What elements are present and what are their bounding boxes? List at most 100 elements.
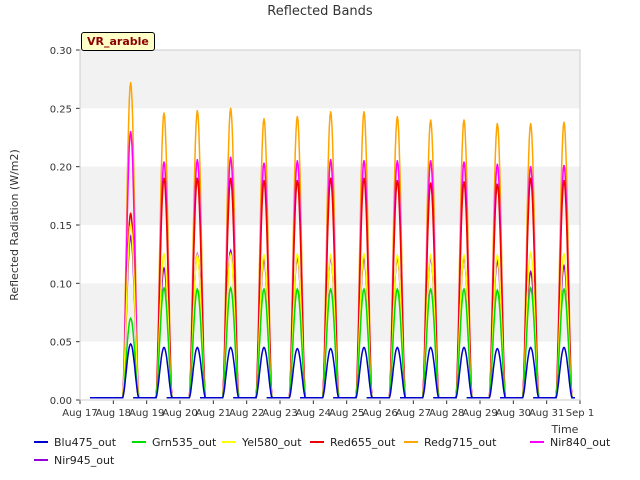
x-tick-label: Aug 24 xyxy=(296,408,331,419)
series-peak-point xyxy=(429,119,432,121)
series-peak-point xyxy=(529,122,532,125)
y-tick-label: 0.20 xyxy=(50,163,72,174)
series-peak-point xyxy=(396,346,399,349)
legend-label: Red655_out xyxy=(330,436,396,449)
series-peak-point xyxy=(329,111,332,113)
series-peak-point xyxy=(229,346,232,349)
legend-item-nir945_out: Nir945_out xyxy=(34,454,114,470)
series-peak-point xyxy=(163,346,165,349)
series-peak-point xyxy=(396,179,399,182)
series-peak-point xyxy=(496,183,499,185)
series-peak-point xyxy=(563,265,565,267)
series-peak-point xyxy=(329,158,332,161)
series-peak-point xyxy=(563,346,565,349)
series-peak-point xyxy=(163,267,165,270)
legend-item-blu475_out: Blu475_out xyxy=(34,436,116,452)
x-tick-label: Aug 28 xyxy=(429,408,464,419)
series-peak-point xyxy=(229,177,232,180)
legend-swatch xyxy=(222,441,236,443)
legend-label: Blu475_out xyxy=(54,436,117,449)
series-peak-point xyxy=(129,235,132,238)
series-peak-point xyxy=(363,160,365,162)
series-peak-point xyxy=(263,254,265,257)
series-peak-point xyxy=(463,254,465,257)
series-peak-point xyxy=(163,177,165,180)
series-peak-point xyxy=(263,346,265,349)
series-peak-point xyxy=(196,177,199,180)
series-peak-point xyxy=(129,81,132,84)
legend-item-nir840_out: Nir840_out xyxy=(530,436,610,452)
series-peak-point xyxy=(529,177,532,180)
series-peak-point xyxy=(296,179,299,182)
series-peak-point xyxy=(263,288,265,291)
series-peak-point xyxy=(496,254,499,257)
series-peak-point xyxy=(129,212,132,215)
x-tick-label: Aug 19 xyxy=(129,408,164,419)
series-peak-point xyxy=(396,288,399,291)
series-peak-point xyxy=(196,346,199,349)
station-badge: VR_arable xyxy=(81,32,155,51)
legend: Blu475_out Grn535_out Yel580_out Red655_out… xyxy=(34,436,634,476)
legend-swatch xyxy=(310,441,324,443)
series-peak-point xyxy=(563,253,565,255)
series-peak-point xyxy=(363,253,365,255)
series-peak-point xyxy=(463,181,465,183)
legend-swatch xyxy=(34,441,48,443)
series-peak-point xyxy=(563,179,565,182)
legend-item-yel580_out: Yel580_out xyxy=(222,436,302,452)
series-peak-point xyxy=(529,287,532,289)
legend-label: Nir840_out xyxy=(550,436,611,449)
x-tick-label: Aug 18 xyxy=(96,408,131,419)
series-peak-point xyxy=(196,158,199,161)
y-axis-ticks: 0.00 0.05 0.10 0.15 0.20 0.25 0.30 xyxy=(50,46,80,407)
series-peak-point xyxy=(463,119,465,121)
series-peak-point xyxy=(229,287,232,289)
series-layer xyxy=(90,81,575,399)
y-tick-label: 0.05 xyxy=(50,338,72,349)
series-peak-point xyxy=(429,182,432,184)
grid-band xyxy=(80,50,580,109)
x-tick-label: Aug 26 xyxy=(362,408,397,419)
y-axis-label: Reflected Radiation (W/m2) xyxy=(8,149,21,301)
series-peak-point xyxy=(529,252,532,254)
x-tick-label: Aug 30 xyxy=(496,408,531,419)
series-peak-point xyxy=(329,177,332,180)
y-tick-label: 0.10 xyxy=(50,279,72,290)
series-peak-point xyxy=(429,254,432,257)
x-tick-label: Aug 27 xyxy=(396,408,431,419)
x-tick-label: Aug 23 xyxy=(262,408,297,419)
series-peak-point xyxy=(229,107,232,110)
series-peak-point xyxy=(329,288,332,291)
series-peak-point xyxy=(463,288,465,291)
series-peak-point xyxy=(163,161,165,163)
series-peak-point xyxy=(363,177,365,180)
series-peak-point xyxy=(363,346,365,349)
y-tick-label: 0.15 xyxy=(50,221,72,232)
grid-bands xyxy=(80,50,580,342)
series-peak-point xyxy=(529,270,532,273)
series-peak-point xyxy=(229,253,232,255)
series-peak-point xyxy=(196,254,199,257)
series-peak-point xyxy=(163,253,165,255)
legend-label: Redg715_out xyxy=(424,436,497,449)
series-peak-point xyxy=(429,346,432,349)
series-peak-point xyxy=(263,179,265,182)
grid-band xyxy=(80,166,580,225)
series-peak-point xyxy=(296,115,299,118)
series-peak-point xyxy=(296,347,299,350)
series-peak-point xyxy=(129,343,132,345)
series-peak-point xyxy=(529,165,532,168)
series-peak-point xyxy=(129,224,132,226)
series-peak-point xyxy=(563,164,565,167)
series-peak-point xyxy=(296,253,299,255)
series-peak-point xyxy=(229,249,232,252)
x-tick-label: Aug 25 xyxy=(329,408,364,419)
series-peak-point xyxy=(263,162,265,164)
series-peak-point xyxy=(129,130,132,133)
y-tick-label: 0.30 xyxy=(50,46,72,57)
legend-swatch xyxy=(132,441,146,443)
series-peak-point xyxy=(496,163,499,166)
series-peak-point xyxy=(463,346,465,349)
